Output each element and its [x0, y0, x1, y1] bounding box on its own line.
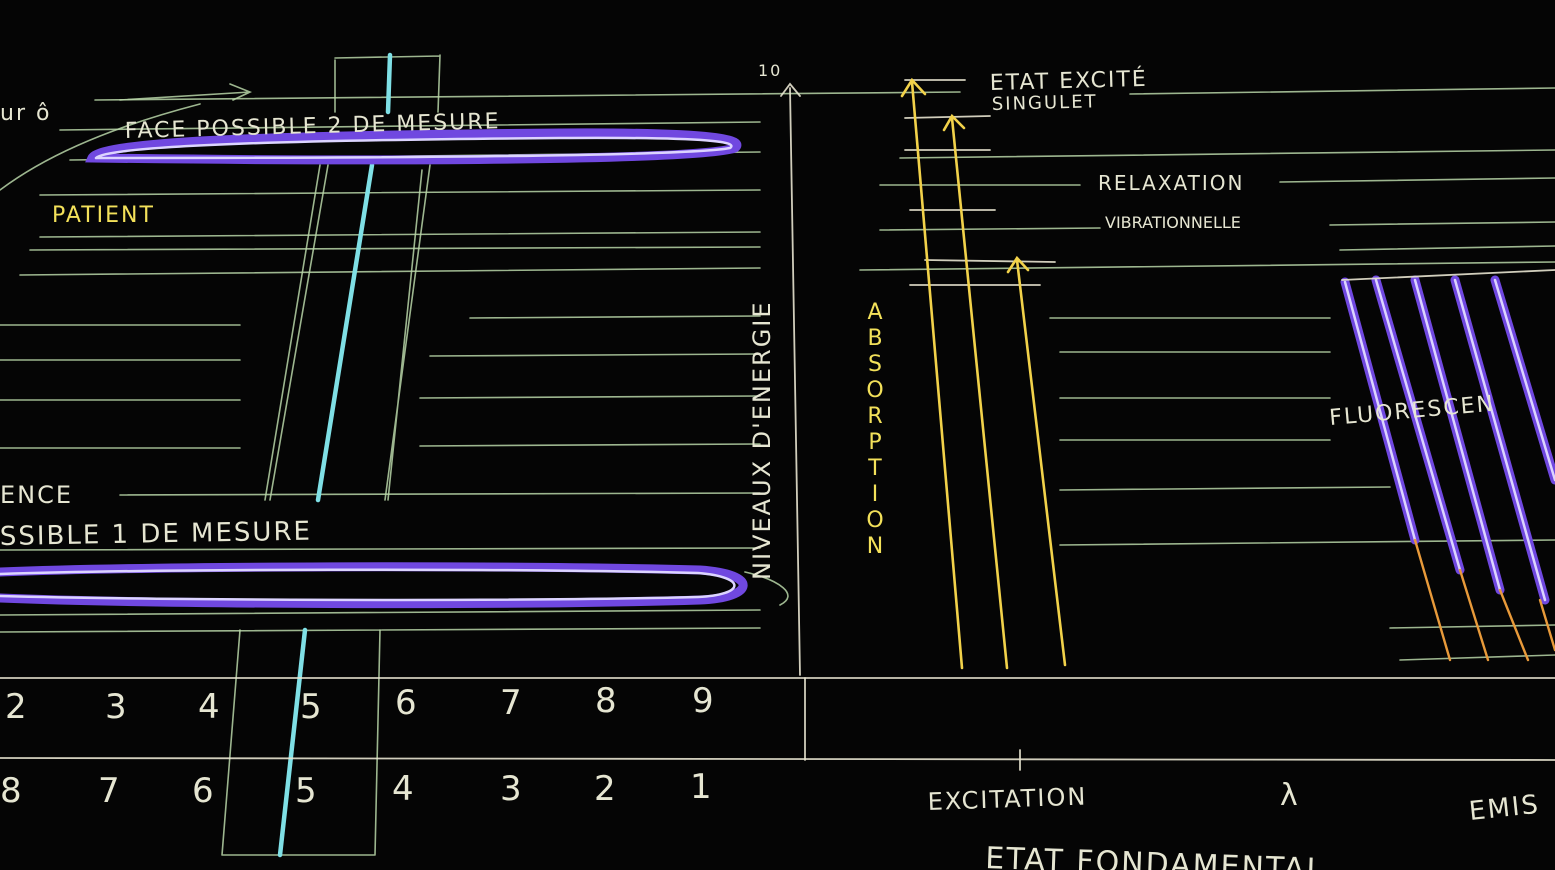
scale-lower-4: 4 [392, 769, 416, 809]
scale-upper-8: 8 [595, 681, 619, 721]
scale-upper-7: 7 [500, 683, 524, 723]
scale-upper-2: 2 [5, 687, 29, 727]
scale-lower-2: 2 [594, 769, 618, 809]
scale-upper-4: 4 [198, 687, 222, 727]
board-labels: ur ô FACE POSSIBLE 2 DE MESURE PATIENT E… [0, 61, 1541, 870]
patient-label: PATIENT [52, 203, 155, 228]
absorption-arrows [900, 77, 1067, 670]
upper-scale-numbers: 2 3 4 5 6 7 8 9 [5, 681, 716, 727]
scale-lower-1: 1 [690, 767, 714, 807]
niveaux-label: NIVEAUX D'ENERGIE [748, 300, 776, 580]
scale-upper-5: 5 [300, 687, 324, 727]
singulet-label: SINGULET [992, 91, 1098, 115]
scale-lower-6: 6 [192, 771, 216, 811]
vibrationnelle-label: VIBRATIONNELLE [1105, 213, 1241, 232]
scale-upper-3: 3 [105, 687, 129, 727]
face-1-label: SSIBLE 1 DE MESURE [0, 517, 312, 552]
graph-axes [0, 82, 1555, 771]
relaxation-label: RELAXATION [1098, 171, 1244, 195]
horizontal-guide-lines [0, 87, 1555, 661]
scale-upper-9: 9 [692, 681, 716, 721]
scale-lower-8: 8 [0, 771, 24, 811]
face-2-ellipse [85, 128, 742, 165]
arrow-top-left [0, 83, 253, 191]
scale-lower-3: 3 [500, 769, 524, 809]
absorption-label: ABSORPTION [863, 300, 888, 560]
lower-scale-numbers: 8 7 6 5 4 3 2 1 [0, 767, 714, 811]
ence-label: ENCE [0, 481, 73, 509]
scale-lower-7: 7 [98, 771, 122, 811]
measurement-cylinder [221, 52, 441, 858]
axis-top-label: 10 [758, 61, 782, 80]
emission-label: EMIS [1468, 790, 1542, 827]
face-1-ellipse [0, 562, 789, 609]
scale-lower-5: 5 [295, 771, 319, 811]
scale-upper-6: 6 [395, 683, 419, 723]
fluorescence-beams [1340, 269, 1555, 662]
excitation-label: EXCITATION [927, 782, 1088, 816]
etat-excite-label: ETAT EXCITÉ [989, 66, 1148, 96]
top-left-fragment: ur ô [0, 101, 51, 126]
lambda-label: λ [1280, 778, 1300, 813]
